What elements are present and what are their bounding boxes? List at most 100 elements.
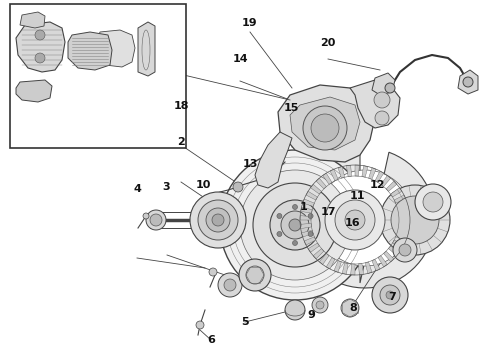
Circle shape bbox=[212, 214, 224, 226]
Polygon shape bbox=[342, 263, 348, 274]
Polygon shape bbox=[378, 256, 387, 267]
Polygon shape bbox=[301, 230, 313, 237]
Polygon shape bbox=[316, 178, 326, 189]
Polygon shape bbox=[290, 97, 360, 150]
Polygon shape bbox=[395, 234, 407, 241]
Circle shape bbox=[311, 114, 339, 142]
Polygon shape bbox=[368, 168, 376, 179]
Text: 7: 7 bbox=[388, 292, 396, 302]
Polygon shape bbox=[381, 176, 391, 186]
Circle shape bbox=[35, 30, 45, 40]
Polygon shape bbox=[397, 203, 409, 210]
Polygon shape bbox=[278, 85, 375, 162]
Polygon shape bbox=[304, 237, 316, 245]
Polygon shape bbox=[330, 169, 338, 181]
Polygon shape bbox=[372, 73, 395, 95]
Text: 11: 11 bbox=[350, 191, 366, 201]
Text: 18: 18 bbox=[173, 101, 189, 111]
Text: 8: 8 bbox=[349, 303, 357, 313]
Circle shape bbox=[463, 77, 473, 87]
Circle shape bbox=[308, 231, 313, 237]
Polygon shape bbox=[303, 199, 315, 206]
Circle shape bbox=[198, 200, 238, 240]
Circle shape bbox=[391, 196, 439, 244]
Polygon shape bbox=[20, 12, 45, 28]
Polygon shape bbox=[365, 262, 372, 274]
Polygon shape bbox=[372, 259, 380, 271]
Circle shape bbox=[341, 299, 359, 317]
Text: 20: 20 bbox=[320, 38, 336, 48]
Text: 1: 1 bbox=[300, 202, 308, 212]
Polygon shape bbox=[323, 173, 332, 184]
Polygon shape bbox=[398, 211, 410, 217]
Circle shape bbox=[325, 190, 385, 250]
Circle shape bbox=[303, 106, 347, 150]
Polygon shape bbox=[355, 165, 359, 176]
Polygon shape bbox=[300, 224, 312, 229]
Polygon shape bbox=[16, 80, 52, 102]
Text: 10: 10 bbox=[196, 180, 211, 190]
Polygon shape bbox=[311, 184, 321, 194]
Circle shape bbox=[316, 301, 324, 309]
Circle shape bbox=[239, 259, 271, 291]
Circle shape bbox=[399, 244, 411, 256]
Circle shape bbox=[277, 231, 282, 237]
Polygon shape bbox=[338, 167, 345, 178]
Circle shape bbox=[233, 182, 243, 192]
Polygon shape bbox=[351, 264, 355, 275]
Polygon shape bbox=[384, 251, 394, 262]
Polygon shape bbox=[375, 171, 384, 183]
Circle shape bbox=[415, 184, 451, 220]
Polygon shape bbox=[300, 216, 311, 220]
Circle shape bbox=[281, 211, 309, 239]
Text: 15: 15 bbox=[284, 103, 299, 113]
Polygon shape bbox=[386, 181, 397, 192]
Polygon shape bbox=[255, 132, 292, 188]
Polygon shape bbox=[319, 253, 329, 265]
Polygon shape bbox=[308, 243, 319, 252]
Text: 4: 4 bbox=[133, 184, 141, 194]
Bar bbox=[10, 4, 186, 148]
Text: 14: 14 bbox=[232, 54, 248, 64]
Circle shape bbox=[246, 266, 264, 284]
Circle shape bbox=[143, 213, 149, 219]
Polygon shape bbox=[391, 188, 402, 197]
Polygon shape bbox=[313, 248, 324, 259]
Circle shape bbox=[375, 111, 389, 125]
Text: 9: 9 bbox=[307, 310, 315, 320]
Circle shape bbox=[146, 210, 166, 230]
Polygon shape bbox=[398, 227, 409, 233]
Text: 19: 19 bbox=[242, 18, 258, 28]
Text: 17: 17 bbox=[320, 207, 336, 217]
Polygon shape bbox=[97, 30, 135, 67]
Circle shape bbox=[190, 192, 246, 248]
Text: 6: 6 bbox=[207, 335, 215, 345]
Circle shape bbox=[386, 291, 394, 299]
Circle shape bbox=[293, 240, 297, 246]
Circle shape bbox=[380, 285, 400, 305]
Polygon shape bbox=[359, 264, 364, 275]
Circle shape bbox=[335, 200, 375, 240]
Circle shape bbox=[224, 279, 236, 291]
Circle shape bbox=[253, 183, 337, 267]
Circle shape bbox=[285, 300, 305, 320]
Text: 5: 5 bbox=[241, 317, 249, 327]
Polygon shape bbox=[399, 220, 410, 224]
Polygon shape bbox=[301, 207, 312, 213]
Text: 2: 2 bbox=[177, 137, 185, 147]
Circle shape bbox=[312, 297, 328, 313]
Circle shape bbox=[293, 204, 297, 210]
Circle shape bbox=[345, 210, 365, 230]
Polygon shape bbox=[138, 22, 155, 76]
Circle shape bbox=[317, 170, 413, 266]
Circle shape bbox=[289, 219, 301, 231]
Circle shape bbox=[385, 83, 395, 93]
Circle shape bbox=[270, 200, 320, 250]
Polygon shape bbox=[295, 152, 435, 288]
Polygon shape bbox=[458, 70, 478, 94]
Text: 16: 16 bbox=[345, 218, 361, 228]
Polygon shape bbox=[346, 165, 351, 176]
Polygon shape bbox=[362, 166, 368, 177]
Circle shape bbox=[277, 213, 282, 219]
Circle shape bbox=[374, 92, 390, 108]
